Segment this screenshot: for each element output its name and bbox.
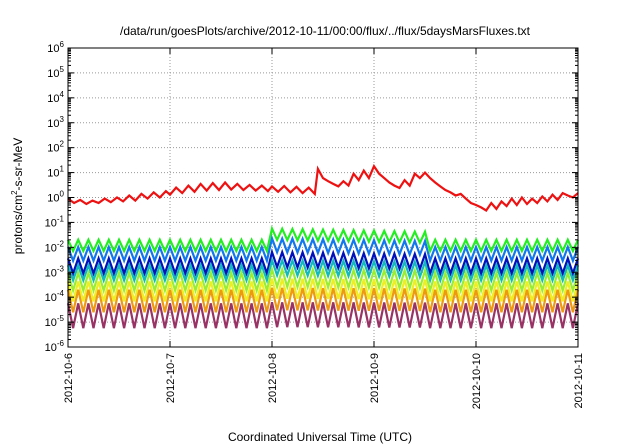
y-tick-exp: 6 (60, 40, 65, 49)
y-tick-base: 10 (45, 217, 57, 229)
y-tick-exp: -1 (57, 214, 65, 223)
series-line-9 (66, 301, 580, 329)
y-tick-exp: -2 (57, 239, 65, 248)
y-tick-label: 10-6 (45, 339, 65, 354)
series-line-4 (66, 248, 580, 278)
chart-title: /data/run/goesPlots/archive/2012-10-11/0… (120, 24, 531, 38)
y-tick-base: 10 (45, 242, 57, 254)
y-tick-exp: -6 (57, 339, 65, 348)
y-tick-label: 10-1 (45, 214, 65, 229)
x-axis: 2012-10-6 2012-10-7 2012-10-8 2012-10-9 2012… (63, 48, 585, 409)
y-tick-base: 10 (45, 342, 57, 354)
y-tick-label: 102 (47, 140, 64, 155)
y-tick-exp: 1 (60, 165, 65, 174)
series-line-2 (66, 225, 580, 255)
y-tick-base: 10 (45, 292, 57, 304)
x-tick-label: 2012-10-7 (165, 353, 177, 403)
y-tick-label: 10-3 (45, 264, 65, 279)
y-tick-base: 10 (47, 93, 59, 105)
y-tick-exp: -4 (57, 289, 65, 298)
y-tick-label: 10-4 (45, 289, 65, 304)
series-group (66, 163, 580, 329)
y-tick-label: 10-5 (45, 314, 65, 329)
y-tick-exp: 5 (60, 65, 65, 74)
y-tick-base: 10 (47, 43, 59, 55)
y-axis-title-sup: 2 (10, 190, 19, 195)
y-tick-label: 105 (47, 65, 64, 80)
y-tick-label: 10-2 (45, 239, 65, 254)
y-tick-label: 104 (47, 90, 64, 105)
x-tick-label: 2012-10-11 (573, 353, 585, 408)
y-tick-base: 10 (47, 193, 59, 205)
y-tick-exp: 4 (60, 90, 65, 99)
x-tick-label: 2012-10-6 (63, 353, 75, 403)
y-tick-exp: -5 (57, 314, 65, 323)
y-tick-base: 10 (47, 68, 59, 80)
y-tick-base: 10 (45, 267, 57, 279)
y-tick-exp: 0 (60, 190, 65, 199)
series-line-3 (66, 234, 580, 265)
series-line-5 (66, 256, 580, 285)
y-tick-label: 106 (47, 40, 64, 55)
y-tick-base: 10 (47, 118, 59, 130)
y-tick-exp: 2 (60, 140, 65, 149)
series-line-7 (66, 278, 580, 302)
series-line-1 (67, 163, 579, 212)
y-tick-exp: 3 (60, 115, 65, 124)
x-tick-label: 2012-10-10 (471, 353, 483, 409)
y-tick-base: 10 (47, 143, 59, 155)
y-tick-label: 103 (47, 115, 64, 130)
y-tick-label: 101 (47, 165, 64, 180)
y-tick-base: 10 (45, 317, 57, 329)
y-axis: 10610510410310210110010-110-210-310-410-… (45, 40, 578, 354)
x-tick-label: 2012-10-9 (369, 353, 381, 403)
x-axis-title: Coordinated Universal Time (UTC) (228, 430, 412, 444)
y-axis-title-base: protons/cm (11, 195, 25, 254)
y-tick-exp: -3 (57, 264, 65, 273)
series-line-8 (66, 287, 580, 313)
y-tick-label: 100 (47, 190, 64, 205)
x-tick-label: 2012-10-8 (267, 353, 279, 403)
y-axis-title-rest: -s-sr-MeV (11, 138, 25, 191)
series-line-6 (66, 265, 580, 295)
y-axis-title: protons/cm2-s-sr-MeV (10, 138, 25, 254)
y-tick-base: 10 (47, 168, 59, 180)
